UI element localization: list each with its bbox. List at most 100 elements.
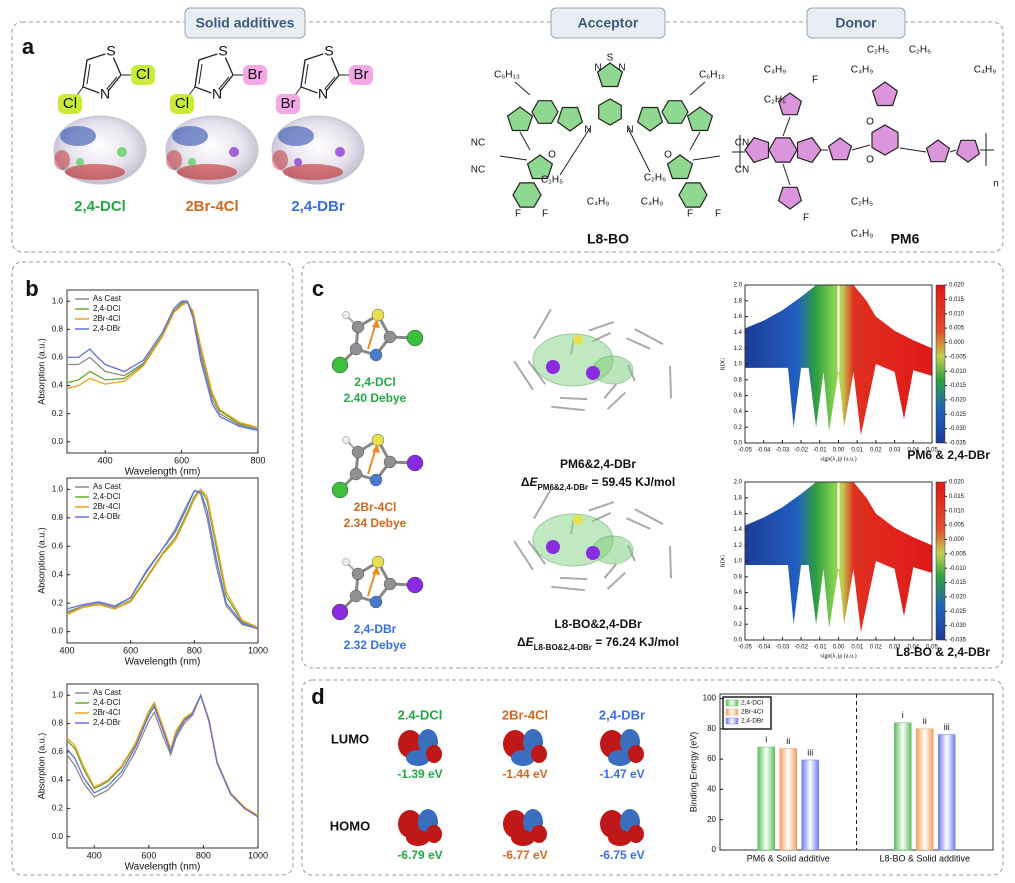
orbital-energy: -1.39 eV	[397, 767, 442, 781]
y-tick-label: 0	[712, 845, 717, 854]
y-tick-label: 100	[703, 694, 717, 703]
complex-energy: ΔEPM6&2,4-DBr = 59.45 KJ/mol	[521, 475, 675, 491]
colorbar-tick-label: -0.025	[949, 412, 967, 418]
atom	[371, 555, 385, 569]
esp-atom	[294, 158, 302, 166]
orbital-column-title: 2Br-4Cl	[502, 707, 548, 722]
x-tick-label: -0.05	[738, 448, 752, 454]
legend-label: 2,4-DCl	[93, 304, 120, 313]
y-tick-label: 80	[707, 724, 716, 733]
complex-energy-part: E	[529, 475, 538, 489]
complex-energy: ΔEL8-BO&2,4-DBr = 76.24 KJ/mol	[517, 635, 679, 651]
double-bond	[105, 76, 118, 91]
double-bond	[86, 63, 91, 85]
y-tick-label: 0.6	[734, 393, 743, 399]
colorbar-tick-label: 0.005	[949, 326, 965, 332]
molecule-skeleton	[626, 517, 651, 530]
dipole-value: 2.34 Debye	[344, 516, 407, 530]
orbital-lobe	[628, 745, 644, 763]
esp-positive	[60, 126, 96, 146]
y-tick-label: 0.4	[734, 606, 743, 612]
y-tick-label: 40	[707, 785, 716, 794]
structure-label: C₂H₅	[909, 45, 931, 56]
atom	[369, 595, 383, 609]
colorbar-tick-label: 0.000	[949, 537, 965, 543]
complex-energy-part: L8-BO&2,4-DBr	[534, 643, 592, 652]
x-tick-label: -0.04	[757, 645, 771, 651]
donor-name: PM6	[891, 231, 920, 247]
acceptor-ring	[531, 100, 559, 124]
x-axis-title: Wavelength (nm)	[125, 467, 201, 478]
y-tick-label: 0.8	[52, 513, 64, 522]
colorbar	[935, 284, 946, 444]
header-box	[550, 7, 666, 39]
donor-ring	[796, 136, 822, 164]
colorbar-tick-label: -0.010	[949, 566, 967, 572]
complex-energy-part: PM6&2,4-DBr	[537, 483, 588, 492]
y-tick-label: 0.4	[52, 381, 64, 390]
acceptor-name: L8-BO	[587, 231, 629, 247]
molecule-skeleton	[626, 337, 651, 350]
double-bond	[217, 76, 230, 91]
chart-title: PM6 & 2,4-DBr	[907, 448, 990, 462]
x-tick-label: -0.02	[794, 448, 808, 454]
esp-negative	[54, 150, 70, 170]
structure-label: NC	[471, 138, 485, 149]
structure-label: C₆H₁₃	[699, 70, 725, 81]
molecule-skeleton	[634, 328, 664, 345]
y-tick-label: 60	[707, 754, 716, 763]
dipole-name: 2Br-4Cl	[354, 500, 397, 514]
x-tick-label: 400	[87, 850, 102, 860]
x-tick-label: -0.03	[776, 645, 790, 651]
panel-label: d	[311, 684, 324, 709]
x-tick-label: 0.03	[889, 645, 901, 651]
x-tick-label: -0.01	[813, 448, 827, 454]
acceptor-ring	[661, 100, 689, 124]
atom	[383, 577, 397, 591]
bar-annotation: ii	[923, 716, 927, 726]
substituent-label: Br	[281, 95, 296, 112]
acceptor-ring	[666, 154, 694, 180]
atom	[349, 589, 363, 603]
x-tick-label: 0.03	[889, 448, 901, 454]
bar-annotation: i	[765, 734, 767, 744]
complex-energy-part: = 59.45 KJ/mol	[588, 475, 675, 489]
molecule-skeleton	[606, 571, 627, 590]
structure-label: C₄H₉	[851, 65, 874, 76]
bar	[801, 759, 819, 851]
x-tick-label: 600	[123, 645, 138, 655]
dipole-value: 2.40 Debye	[344, 391, 407, 405]
structure-label: C₂H₅	[764, 95, 786, 106]
atom-bg	[217, 46, 229, 58]
y-tick-label: 1.0	[734, 559, 743, 565]
molecule-skeleton	[551, 405, 585, 412]
y-tick-label: 0.8	[734, 574, 743, 580]
legend-label: 2,4-DBr	[93, 324, 121, 333]
structure-label: F	[515, 209, 521, 220]
esp-atom	[76, 158, 84, 166]
molecule-skeleton	[513, 540, 534, 571]
orbital-energy: -6.79 eV	[397, 848, 442, 862]
y-axis-title: Absorption (a.u.)	[36, 527, 46, 594]
legend-swatch	[725, 708, 739, 716]
structure-label: C₂H₅	[851, 197, 873, 208]
atom-label: N	[100, 86, 110, 102]
panel-b-frame	[11, 261, 294, 876]
y-tick-label: 1.0	[734, 362, 743, 368]
orbital-lobe	[531, 745, 547, 763]
y-axis-title: RDG	[720, 554, 726, 567]
donor-ring	[827, 137, 853, 161]
atom-label: N	[212, 86, 222, 102]
y-tick-label: 0.0	[734, 441, 743, 447]
atom	[586, 366, 600, 380]
x-tick-label: 800	[250, 455, 265, 465]
legend-swatch	[725, 699, 739, 707]
donor-ring	[768, 137, 798, 163]
orbital-energy: -6.75 eV	[599, 848, 644, 862]
colorbar-tick-label: 0.010	[949, 508, 965, 514]
y-tick-label: 0.4	[52, 775, 64, 784]
atom	[331, 356, 349, 374]
colorbar-tick-label: -0.015	[949, 383, 967, 389]
colorbar-tick-label: -0.030	[949, 426, 967, 432]
